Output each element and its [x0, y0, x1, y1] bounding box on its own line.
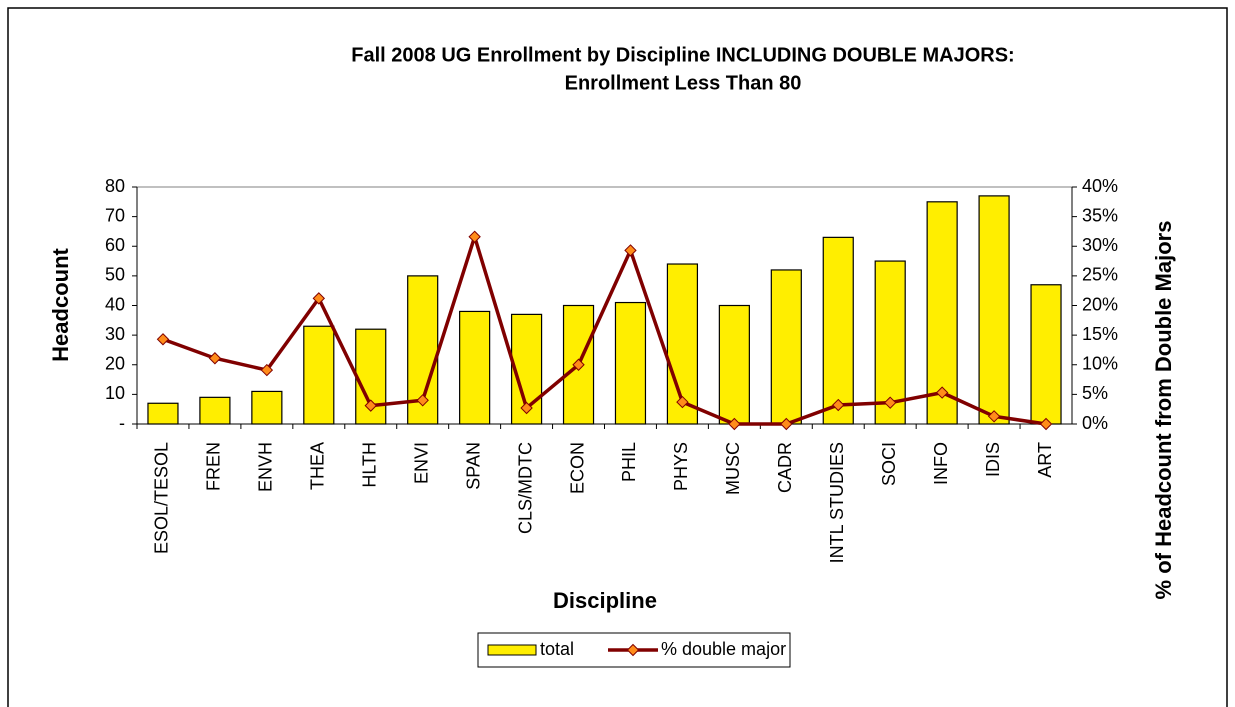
x-tick-label: ECON	[567, 442, 587, 494]
line-marker	[728, 417, 741, 431]
line-marker	[676, 395, 689, 409]
line-marker	[987, 410, 1001, 423]
x-tick-label: ART	[1035, 442, 1055, 478]
x-tick-label: SPAN	[463, 442, 483, 490]
x-tick-label: HLTH	[360, 442, 380, 488]
line-marker	[468, 230, 481, 243]
x-tick-label: ENVI	[411, 442, 431, 484]
legend-label: total	[540, 639, 574, 659]
line-marker	[156, 333, 170, 346]
line	[162, 230, 1047, 426]
legend-marker	[626, 643, 640, 657]
line-marker	[883, 396, 897, 409]
y2-tick-label: 10%	[1082, 354, 1118, 374]
bar	[199, 396, 231, 425]
y-tick-label: 30	[105, 324, 125, 344]
bar	[459, 310, 491, 425]
line-marker	[780, 417, 793, 431]
y-tick-label: -	[119, 413, 125, 433]
x-axis-label: Discipline	[553, 588, 657, 613]
x-tick-label: ESOL/TESOL	[152, 442, 172, 554]
y2-tick-label: 5%	[1082, 383, 1108, 403]
bar	[1030, 284, 1062, 425]
bar	[251, 390, 283, 425]
y-tick-label: 60	[105, 235, 125, 255]
x-tick-label: CADR	[775, 442, 795, 493]
y2-tick-label: 20%	[1082, 294, 1118, 314]
x-tick-label: MUSC	[723, 442, 743, 495]
x-tick-label: THEA	[308, 442, 328, 490]
bar	[770, 269, 802, 425]
bar	[978, 195, 1010, 425]
x-tick-label: IDIS	[983, 442, 1003, 477]
legend-label: % double major	[661, 639, 786, 659]
line-marker	[572, 358, 585, 371]
legend-swatch	[487, 644, 537, 656]
line-marker	[312, 292, 326, 305]
x-tick-label: INTL STUDIES	[827, 442, 847, 563]
x-tick-label: PHIL	[619, 442, 639, 482]
bar	[822, 236, 854, 425]
x-tick-label: INFO	[931, 442, 951, 485]
y-tick-label: 10	[105, 383, 125, 403]
bar	[718, 304, 750, 425]
line-marker	[260, 363, 274, 377]
y2-tick-label: 25%	[1082, 265, 1118, 285]
bar	[303, 325, 335, 425]
y2-axis-label: % of Headcount from Double Majors	[1151, 221, 1176, 600]
y-tick-label: 80	[105, 176, 125, 196]
y2-tick-label: 40%	[1082, 176, 1118, 196]
y-tick-label: 50	[105, 265, 125, 285]
chart-title: Fall 2008 UG Enrollment by Discipline IN…	[351, 44, 1014, 66]
x-tick-label: FREN	[204, 442, 224, 491]
y2-tick-label: 0%	[1082, 413, 1108, 433]
line-marker	[624, 244, 637, 257]
y2-tick-label: 30%	[1082, 235, 1118, 255]
y2-tick-label: 35%	[1082, 205, 1118, 225]
line-marker	[364, 399, 377, 412]
x-tick-label: SOCI	[879, 442, 899, 486]
y-tick-label: 20	[105, 354, 125, 374]
line-marker	[935, 386, 949, 399]
line-marker	[208, 352, 222, 365]
y-tick-label: 40	[105, 294, 125, 314]
bar	[614, 301, 647, 425]
bar	[147, 402, 179, 425]
chart-subtitle: Enrollment Less Than 80	[565, 72, 802, 94]
x-tick-label: ENVH	[256, 442, 276, 492]
line-marker	[416, 394, 429, 407]
y-axis-label: Headcount	[48, 247, 73, 361]
y2-tick-label: 15%	[1082, 324, 1118, 344]
line-marker	[520, 401, 533, 415]
line-marker	[832, 398, 845, 412]
y-tick-label: 70	[105, 205, 125, 225]
x-tick-label: PHYS	[671, 442, 691, 491]
line-marker	[1039, 417, 1053, 431]
x-tick-label: CLS/MDTC	[515, 442, 535, 534]
